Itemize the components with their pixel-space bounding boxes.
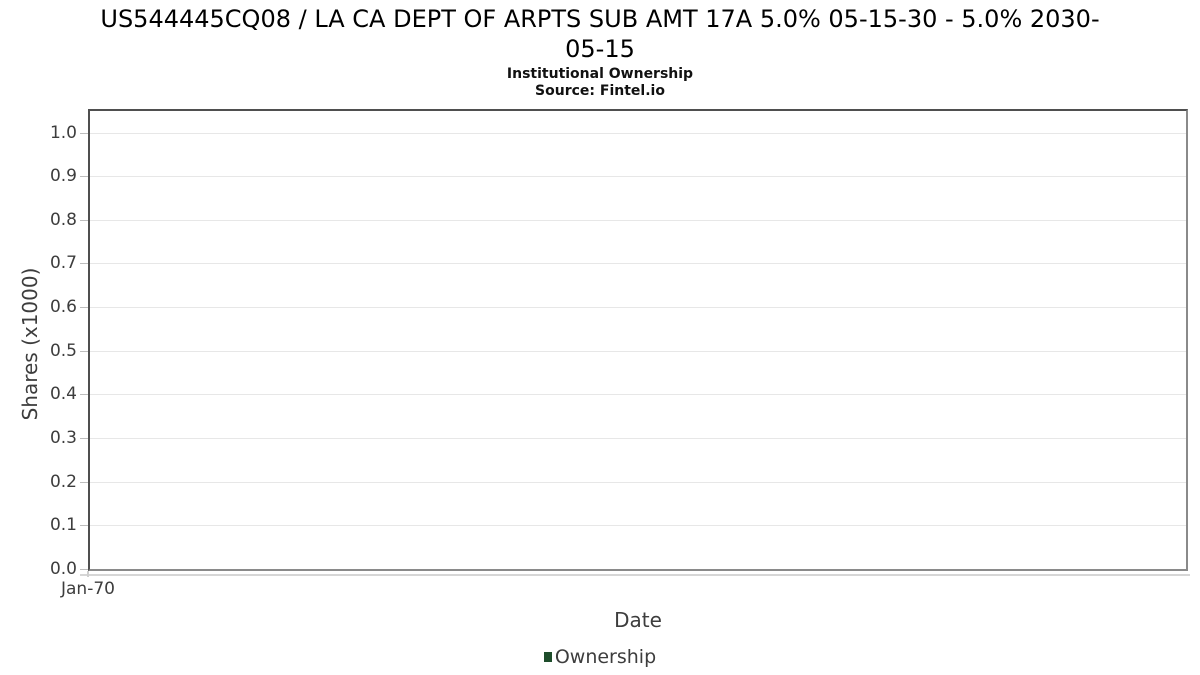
y-gridline	[90, 176, 1186, 178]
x-tick-mark	[87, 571, 89, 577]
y-tick-label: 0.2	[49, 471, 77, 492]
y-tick-mark	[80, 219, 88, 221]
y-tick-mark	[80, 438, 88, 440]
x-tick-label: Jan-70	[61, 579, 115, 599]
y-tick-label: 0.9	[49, 166, 77, 187]
y-tick-label: 0.1	[49, 515, 77, 536]
y-gridline	[90, 350, 1186, 352]
x-axis-title: Date	[614, 608, 662, 632]
y-tick-mark	[80, 263, 88, 265]
y-gridline	[90, 307, 1186, 309]
y-tick-label: 0.6	[49, 297, 77, 318]
chart-title-line-2: 05-15	[565, 35, 635, 63]
y-gridline	[90, 525, 1186, 527]
y-gridline	[90, 481, 1186, 483]
y-gridline	[90, 219, 1186, 221]
y-axis-tick-labels: 1.0 0.9 0.8 0.7 0.6 0.5 0.4 0.3 0.2 0.1 0.0	[0, 111, 79, 580]
chart-source: Source: Fintel.io	[535, 83, 665, 99]
y-tick-label: 0.0	[49, 559, 77, 579]
x-axis-line	[80, 574, 1190, 576]
chart-title-line-1: US544445CQ08 / LA CA DEPT OF ARPTS SUB A…	[100, 5, 1100, 33]
y-tick-label: 0.5	[49, 340, 77, 361]
y-tick-mark	[80, 394, 88, 396]
y-tick-label: 1.0	[49, 122, 77, 143]
y-tick-mark	[80, 132, 88, 134]
y-tick-label: 0.7	[49, 253, 77, 274]
legend-label-ownership: Ownership	[554, 646, 657, 668]
chart-subtitle: Institutional Ownership	[506, 66, 694, 82]
y-tick-mark	[80, 176, 88, 178]
legend-marker-ownership	[543, 652, 552, 662]
y-gridline	[90, 394, 1186, 396]
y-tick-mark	[80, 350, 88, 352]
plot-area	[88, 109, 1188, 571]
y-tick-label: 0.4	[49, 384, 77, 405]
y-gridline	[90, 438, 1186, 440]
legend: Ownership	[0, 645, 1200, 669]
y-gridline	[90, 132, 1186, 134]
y-tick-mark	[80, 525, 88, 527]
y-gridline	[90, 263, 1186, 265]
y-tick-label: 0.8	[49, 209, 77, 230]
y-tick-label: 0.3	[49, 428, 77, 449]
y-tick-mark	[80, 307, 88, 309]
y-tick-mark	[80, 569, 88, 570]
y-tick-mark	[80, 481, 88, 483]
